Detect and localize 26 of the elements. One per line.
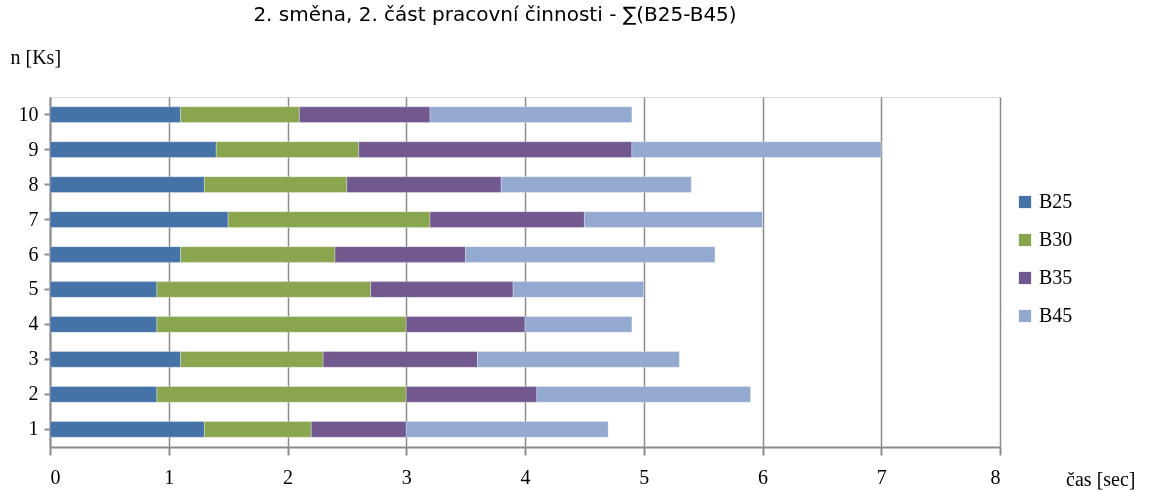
x-tick-label: 3 (401, 465, 412, 488)
y-tick-label: 6 (28, 242, 39, 265)
y-tick-label: 10 (18, 102, 39, 125)
legend-label: B45 (1039, 304, 1073, 326)
legend-label: B25 (1039, 190, 1073, 212)
legend-label: B35 (1039, 266, 1073, 288)
y-tick-label: 3 (28, 347, 39, 370)
y-tick-label: 7 (28, 207, 39, 230)
y-tick-label: 1 (28, 417, 39, 440)
x-tick-label: 8 (990, 465, 1001, 488)
x-tick-label: 7 (876, 465, 887, 488)
x-tick-label: 6 (758, 465, 768, 488)
x-tick-label: 1 (164, 465, 175, 488)
x-tick-label: 5 (639, 465, 650, 488)
x-tick-label: 0 (50, 465, 61, 488)
x-tick-label: 4 (520, 465, 531, 488)
legend-label: B30 (1039, 228, 1073, 250)
y-tick-label: 2 (28, 382, 39, 405)
chart-title: 2. směna, 2. část pracovní činnosti - ∑(B25-B45) (253, 2, 737, 26)
x-axis-title: čas [sec] (1066, 467, 1136, 490)
y-tick-label: 8 (28, 172, 39, 195)
y-tick-label: 9 (28, 137, 39, 160)
x-tick-label: 2 (283, 465, 293, 488)
y-axis-title: n [Ks] (10, 45, 62, 68)
y-tick-label: 5 (28, 277, 39, 300)
y-tick-label: 4 (28, 312, 39, 335)
